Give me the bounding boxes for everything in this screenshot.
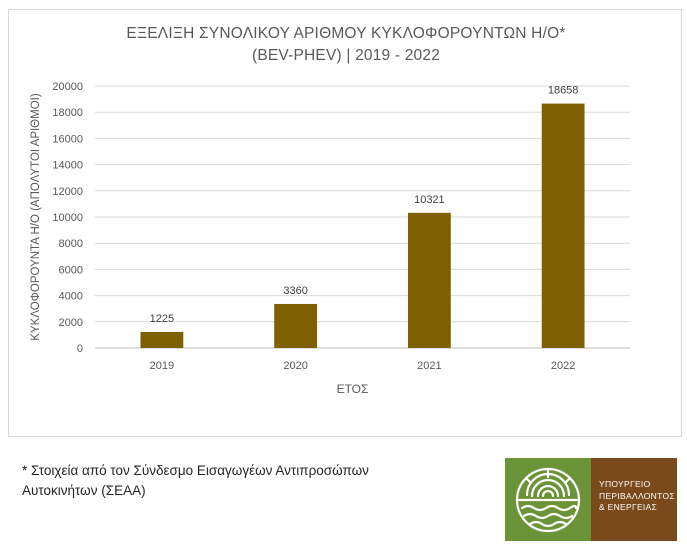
data-label-2020: 3360 xyxy=(283,285,307,297)
bar-2022 xyxy=(541,103,585,348)
footnote-line-1: * Στοιχεία από τον Σύνδεσμο Εισαγωγέων Α… xyxy=(22,463,369,478)
x-tick-label: 2020 xyxy=(283,360,307,372)
y-tick-label: 2000 xyxy=(59,317,83,329)
y-tick-label: 12000 xyxy=(52,186,83,198)
bar-2019 xyxy=(140,331,184,348)
logo-text: ΥΠΟΥΡΓΕΙΟ ΠΕΡΙΒΑΛΛΟΝΤΟΣ & ΕΝΕΡΓΕΙΑΣ xyxy=(591,458,677,541)
bar-chart: 0 2000 4000 6000 8000 10000 12000 14000 16000 180… xyxy=(30,81,630,396)
y-tick-label: 16000 xyxy=(52,133,83,145)
y-tick-label: 0 xyxy=(77,343,83,355)
y-tick-label: 14000 xyxy=(52,160,83,172)
x-tick-label: 2019 xyxy=(150,360,174,372)
footnote-line-2: Αυτοκινήτων (ΣΕΑΑ) xyxy=(22,483,146,498)
data-label-2022: 18658 xyxy=(548,85,579,97)
y-tick-label: 6000 xyxy=(59,264,83,276)
logo-line-3: & ΕΝΕΡΓΕΙΑΣ xyxy=(599,502,658,512)
y-tick-label: 20000 xyxy=(52,81,83,93)
y-tick-label: 8000 xyxy=(59,238,83,250)
data-label-2019: 1225 xyxy=(150,313,174,325)
logo-emblem xyxy=(505,458,591,541)
x-tick-label: 2021 xyxy=(417,360,441,372)
chart-panel: ΕΞΕΛΙΞΗ ΣΥΝΟΛΙΚΟΥ ΑΡΙΘΜΟΥ ΚΥΚΛΟΦΟΡΟΥΝΤΩΝ… xyxy=(8,9,682,437)
x-tick-label: 2022 xyxy=(551,360,575,372)
chart-subtitle: (BEV-PHEV) | 2019 - 2022 xyxy=(251,47,441,64)
data-label-2021: 10321 xyxy=(414,194,445,206)
y-axis-title: ΚΥΚΛΟΦΟΡΟΥΝΤΑ Η/Ο (ΑΠΟΛΥΤΟΙ ΑΡΙΘΜΟΙ) xyxy=(30,93,42,341)
bar-2021 xyxy=(407,212,451,348)
sun-sea-emblem-icon xyxy=(515,467,581,532)
logo-line-1: ΥΠΟΥΡΓΕΙΟ xyxy=(599,479,651,489)
logo-line-2: ΠΕΡΙΒΑΛΛΟΝΤΟΣ xyxy=(599,490,675,501)
x-axis-title: ΕΤΟΣ xyxy=(337,382,369,396)
chart-title-block: ΕΞΕΛΙΞΗ ΣΥΝΟΛΙΚΟΥ ΑΡΙΘΜΟΥ ΚΥΚΛΟΦΟΡΟΥΝΤΩΝ… xyxy=(9,23,683,67)
y-tick-label: 4000 xyxy=(59,291,83,303)
chart-title: ΕΞΕΛΙΞΗ ΣΥΝΟΛΙΚΟΥ ΑΡΙΘΜΟΥ ΚΥΚΛΟΦΟΡΟΥΝΤΩΝ… xyxy=(126,25,566,42)
bar-2020 xyxy=(274,303,318,348)
y-tick-label: 18000 xyxy=(52,107,83,119)
y-tick-label: 10000 xyxy=(52,212,83,224)
footnote: * Στοιχεία από τον Σύνδεσμο Εισαγωγέων Α… xyxy=(22,461,482,501)
ministry-logo: ΥΠΟΥΡΓΕΙΟ ΠΕΡΙΒΑΛΛΟΝΤΟΣ & ΕΝΕΡΓΕΙΑΣ xyxy=(505,458,677,541)
